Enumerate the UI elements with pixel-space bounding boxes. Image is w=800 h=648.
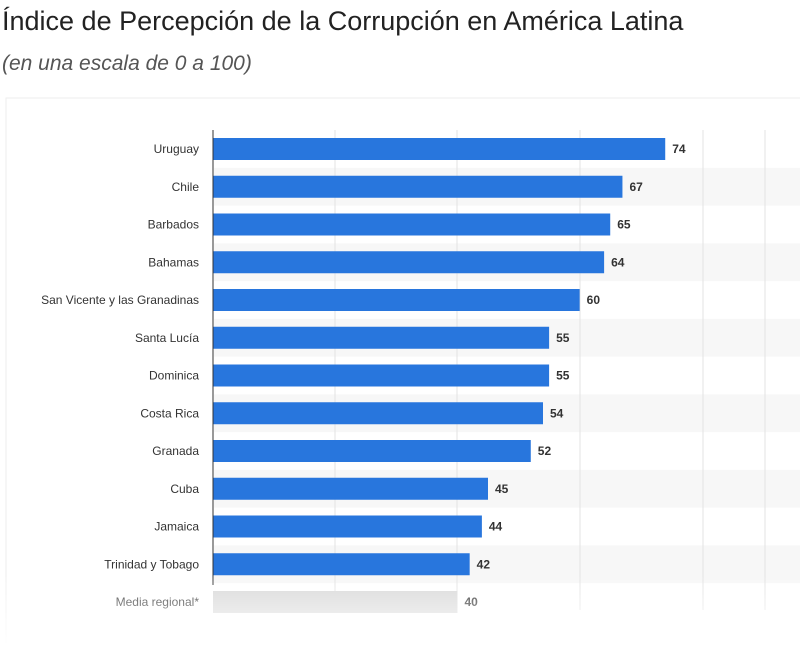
bar	[213, 515, 482, 538]
bar	[213, 175, 623, 198]
value-label: 42	[477, 557, 491, 571]
bar	[213, 326, 550, 349]
chart-subtitle: (en una escala de 0 a 100)	[2, 52, 252, 75]
value-label: 54	[550, 406, 564, 420]
y-tick-label: Chile	[172, 180, 200, 194]
y-tick-label: San Vicente y las Granadinas	[41, 293, 199, 307]
value-label: 52	[538, 444, 552, 458]
bar	[213, 402, 543, 425]
value-label: 74	[672, 142, 686, 156]
value-label: 55	[556, 331, 570, 345]
value-label: 60	[587, 293, 601, 307]
y-tick-label: Trinidad y Tobago	[104, 557, 199, 571]
bar	[213, 289, 580, 311]
bar	[213, 553, 470, 576]
bar	[213, 138, 666, 160]
y-tick-label: Cuba	[170, 482, 199, 496]
bar	[213, 251, 605, 274]
y-tick-label: Dominica	[149, 369, 199, 383]
y-tick-label: Uruguay	[154, 142, 199, 156]
bar	[213, 477, 488, 500]
value-label: 44	[489, 520, 503, 534]
y-tick-label: Jamaica	[154, 520, 199, 534]
y-tick-label: Santa Lucía	[135, 331, 199, 345]
bar	[213, 364, 550, 387]
value-label: 55	[556, 369, 570, 383]
y-tick-label: Bahamas	[148, 255, 199, 269]
fade	[0, 575, 800, 643]
y-tick-label: Barbados	[148, 218, 199, 232]
y-tick-label: Granada	[152, 444, 199, 458]
value-label: 64	[611, 255, 625, 269]
chart-title: Índice de Percepción de la Corrupción en…	[2, 6, 684, 36]
value-label: 45	[495, 482, 509, 496]
y-tick-label: Costa Rica	[140, 406, 199, 420]
value-label: 67	[629, 180, 643, 194]
bar	[213, 440, 531, 462]
bar	[213, 213, 611, 236]
value-label: 65	[617, 218, 631, 232]
